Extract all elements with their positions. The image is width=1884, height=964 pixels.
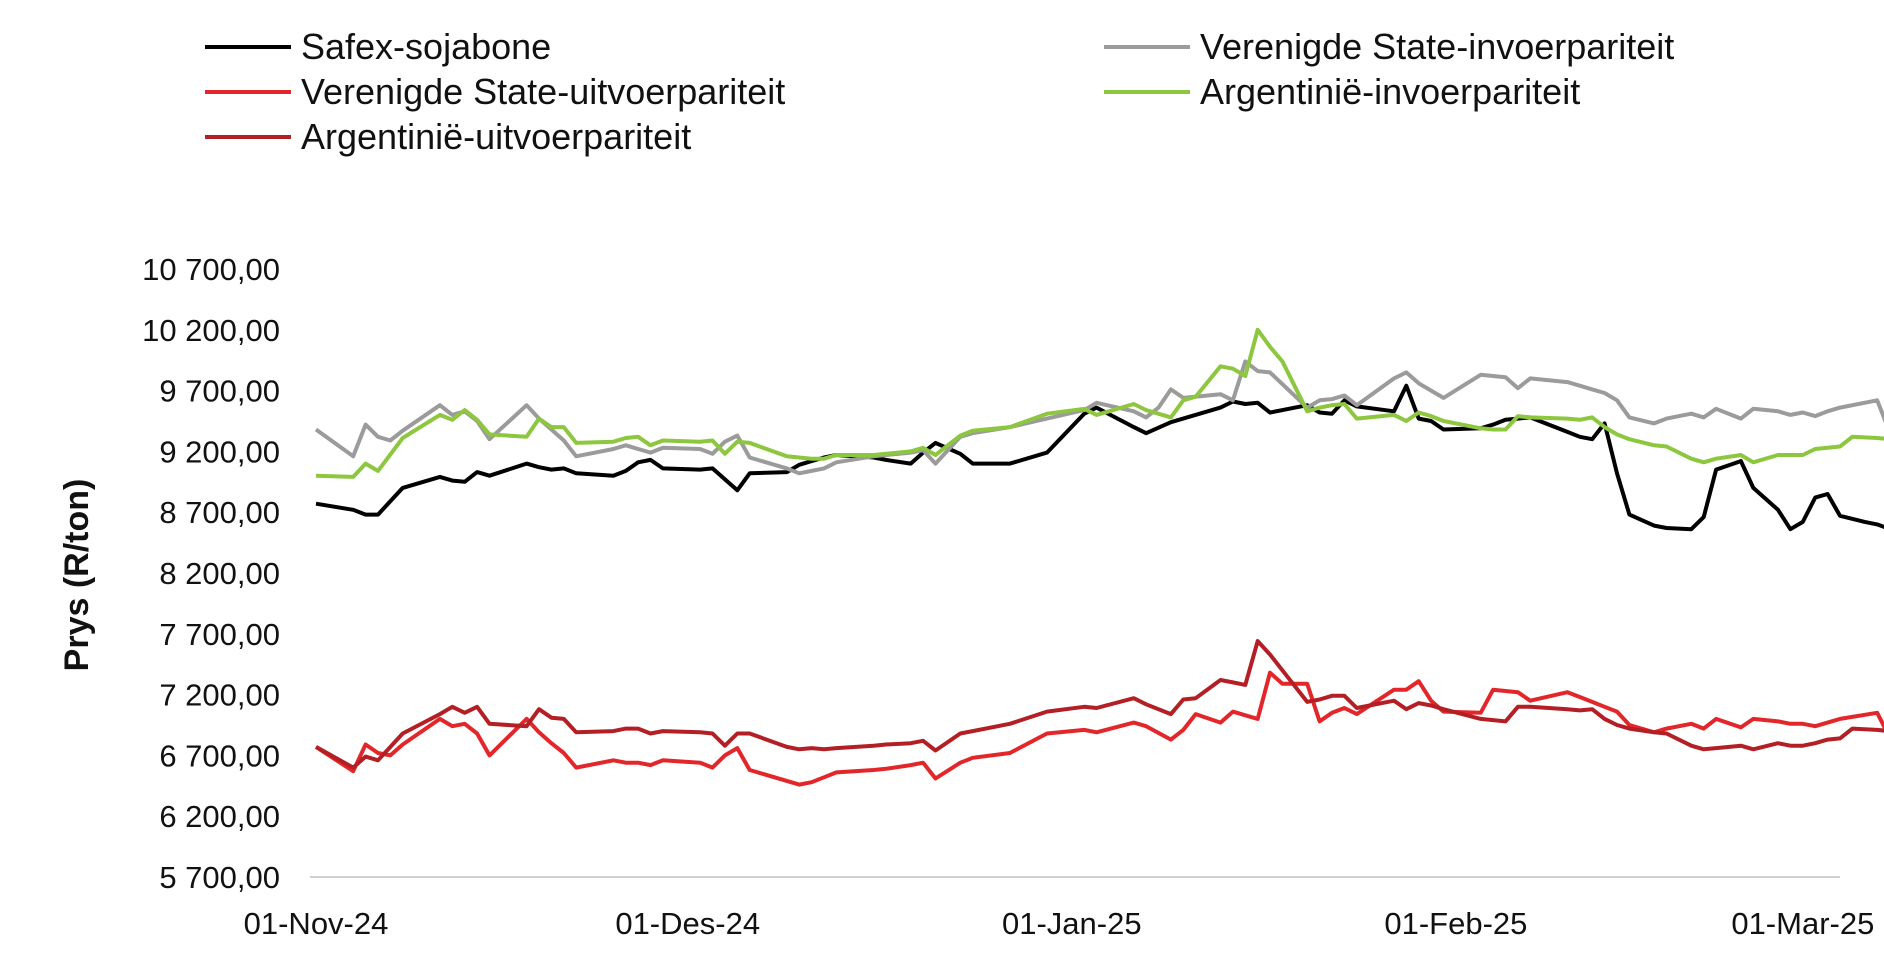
legend-label-vs-invoer: Verenigde State-invoerpariteit xyxy=(1200,26,1675,67)
y-tick-label: 8 700,00 xyxy=(159,495,280,530)
series-line-arg-uitvoer xyxy=(315,639,1884,770)
legend-item-vs-uitvoer: Verenigde State-uitvoerpariteit xyxy=(205,71,785,113)
legend-label-arg-invoer: Argentinië-invoerpariteit xyxy=(1200,71,1581,112)
legend-swatch-vs-invoer xyxy=(1104,45,1190,49)
series-line-arg-invoer xyxy=(315,327,1884,479)
y-tick-label: 9 200,00 xyxy=(159,434,280,469)
y-tick-label: 8 200,00 xyxy=(159,556,280,591)
y-axis-label: Prys (R/ton) xyxy=(58,479,96,672)
x-tick-label: 01-Jan-25 xyxy=(1002,906,1142,941)
series-line-vs-invoer xyxy=(314,359,1884,476)
x-tick-label: 01-Nov-24 xyxy=(244,906,389,941)
y-tick-label: 7 200,00 xyxy=(159,678,280,713)
y-tick-label: 5 700,00 xyxy=(159,860,280,895)
y-tick-label: 6 200,00 xyxy=(159,799,280,834)
legend-swatch-arg-uitvoer xyxy=(205,135,291,139)
legend-item-safex: Safex-sojabone xyxy=(205,26,551,68)
y-tick-label: 10 700,00 xyxy=(142,252,280,287)
y-axis-ticks: 5 700,00 6 200,00 6 700,00 7 200,00 7 700,00… xyxy=(142,252,280,895)
series-line-vs-uitvoer xyxy=(314,670,1884,787)
y-tick-label: 9 700,00 xyxy=(159,374,280,409)
series-line-safex xyxy=(315,383,1884,532)
legend-item-arg-invoer: Argentinië-invoerpariteit xyxy=(1104,71,1580,113)
x-axis-ticks: 01-Nov-24 01-Des-24 01-Jan-25 01-Feb-25 01-M… xyxy=(244,906,1875,941)
legend-label-arg-uitvoer: Argentinië-uitvoerpariteit xyxy=(301,116,692,157)
legend-item-vs-invoer: Verenigde State-invoerpariteit xyxy=(1104,26,1674,68)
legend-item-arg-uitvoer: Argentinië-uitvoerpariteit xyxy=(205,116,691,158)
legend-swatch-safex xyxy=(205,45,291,49)
series-lines xyxy=(314,327,1884,787)
x-tick-label: 01-Des-24 xyxy=(615,906,760,941)
y-tick-label: 10 200,00 xyxy=(142,313,280,348)
y-tick-label: 7 700,00 xyxy=(159,617,280,652)
x-tick-label: 01-Mar-25 xyxy=(1731,906,1874,941)
legend-swatch-arg-invoer xyxy=(1104,90,1190,94)
legend-label-safex: Safex-sojabone xyxy=(301,26,552,67)
x-tick-label: 01-Feb-25 xyxy=(1384,906,1527,941)
legend: Safex-sojabone Verenigde State-invoerpar… xyxy=(0,0,1884,170)
y-tick-label: 6 700,00 xyxy=(159,738,280,773)
legend-swatch-vs-uitvoer xyxy=(205,90,291,94)
legend-label-vs-uitvoer: Verenigde State-uitvoerpariteit xyxy=(301,71,786,112)
